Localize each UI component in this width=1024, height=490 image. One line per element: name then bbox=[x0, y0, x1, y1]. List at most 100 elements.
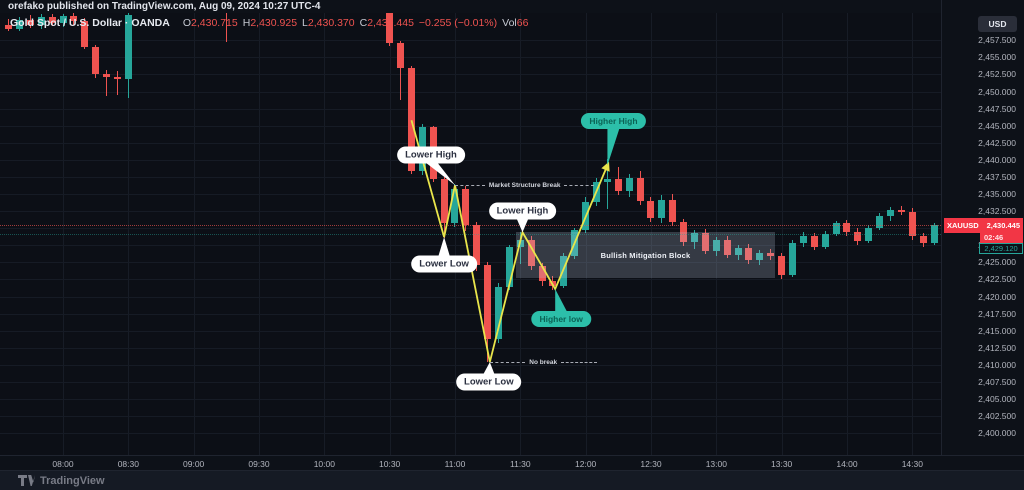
bubble-tail bbox=[438, 237, 451, 258]
time-axis[interactable]: 08:00 08:30 09:00 09:30 10:00 10:30 11:00 11:30… bbox=[0, 455, 1024, 471]
candle-body bbox=[636, 177, 644, 201]
vertical-grid-line bbox=[63, 13, 64, 455]
time-tick: 14:30 bbox=[901, 459, 923, 469]
higher-low-bubble[interactable]: Higher low bbox=[531, 310, 591, 327]
price-tick: 2,450.000 bbox=[978, 86, 1016, 97]
vertical-grid-line bbox=[128, 13, 130, 455]
lower-high-bubble[interactable]: Lower High bbox=[488, 202, 557, 220]
candle-body bbox=[614, 179, 622, 192]
horizontal-grid-line bbox=[0, 398, 941, 400]
price-tick: 2,422.500 bbox=[978, 274, 1016, 285]
low-label: L bbox=[302, 17, 308, 29]
price-tick: 2,407.500 bbox=[978, 376, 1016, 387]
price-tick: 2,435.000 bbox=[978, 189, 1016, 200]
alert-price-line bbox=[0, 234, 941, 236]
low-value: 2,430.370 bbox=[307, 17, 355, 29]
price-tick: 2,402.500 bbox=[978, 411, 1016, 422]
time-tick: 12:30 bbox=[640, 459, 662, 469]
candle-wick bbox=[400, 41, 402, 100]
price-tick: 2,457.500 bbox=[978, 35, 1016, 46]
tradingview-logo[interactable]: TradingView bbox=[18, 474, 105, 487]
current-price-badge: XAUUSD 2,430.445 bbox=[944, 217, 1023, 233]
candle-body bbox=[897, 210, 905, 212]
price-tick: 2,440.000 bbox=[978, 154, 1016, 165]
price-tick: 2,455.000 bbox=[978, 52, 1016, 63]
time-tick: 08:00 bbox=[52, 459, 74, 469]
symbol-title[interactable]: Gold Spot / U.S. Dollar · OANDA bbox=[10, 17, 170, 29]
close-label: C bbox=[359, 17, 368, 29]
time-tick: 11:30 bbox=[510, 459, 531, 469]
candle-body bbox=[70, 16, 78, 22]
price-axis[interactable]: USD 2,457.500 2,455.000 2,452.500 2,450.000… bbox=[941, 0, 1024, 455]
horizontal-grid-line bbox=[0, 416, 941, 418]
lower-low-bubble[interactable]: Lower Low bbox=[411, 255, 477, 273]
candle-body bbox=[789, 243, 797, 275]
higher-high-bubble[interactable]: Higher High bbox=[581, 113, 646, 130]
vertical-grid-line bbox=[716, 13, 718, 455]
horizontal-grid-line bbox=[0, 211, 941, 213]
horizontal-grid-line bbox=[0, 176, 941, 178]
candle-body bbox=[734, 248, 742, 255]
candle-body bbox=[505, 247, 513, 287]
candle-wick bbox=[106, 69, 108, 97]
candle-body bbox=[745, 248, 753, 260]
no-break-line[interactable]: No break bbox=[489, 358, 597, 367]
dash-segment bbox=[454, 184, 485, 186]
vertical-grid-line bbox=[193, 13, 195, 455]
time-tick: 13:00 bbox=[705, 459, 727, 469]
bottom-toolbar: TradingView bbox=[0, 470, 1024, 490]
candle-body bbox=[124, 15, 132, 80]
candle-body bbox=[625, 177, 633, 192]
lower-low-bubble[interactable]: Lower Low bbox=[456, 373, 522, 391]
bar-close-countdown: 02:46 bbox=[980, 232, 1023, 243]
lower-high-bubble[interactable]: Lower High bbox=[397, 146, 465, 164]
candle-body bbox=[440, 179, 448, 223]
volume-value: 66 bbox=[516, 17, 529, 29]
candle-body bbox=[92, 47, 100, 75]
arrow-head bbox=[601, 161, 610, 172]
candle-body bbox=[462, 188, 470, 226]
price-tick: 2,442.500 bbox=[978, 137, 1016, 148]
horizontal-grid-line bbox=[0, 433, 941, 435]
volume-label: Vol bbox=[502, 17, 517, 29]
candle-body bbox=[832, 223, 840, 234]
currency-usd-button[interactable]: USD bbox=[978, 16, 1017, 32]
price-tick: 2,415.000 bbox=[978, 325, 1016, 336]
candle-body bbox=[919, 236, 927, 244]
candle-body bbox=[712, 240, 720, 251]
horizontal-grid-line bbox=[0, 330, 941, 332]
candle-body bbox=[5, 24, 13, 29]
tradingview-logo-text: TradingView bbox=[40, 474, 105, 487]
candle-body bbox=[821, 233, 829, 247]
bullish-mitigation-block-zone[interactable]: Bullish Mitigation Block bbox=[515, 232, 776, 279]
time-tick: 14:00 bbox=[836, 459, 858, 469]
zone-label: Bullish Mitigation Block bbox=[600, 250, 691, 260]
tradingview-logo-icon bbox=[18, 474, 35, 486]
horizontal-grid-line bbox=[0, 74, 941, 76]
price-tick: 2,420.000 bbox=[978, 291, 1016, 302]
candle-body bbox=[810, 235, 818, 247]
candle-body bbox=[397, 43, 405, 69]
candle-body bbox=[669, 199, 677, 223]
price-tick: 2,400.000 bbox=[978, 428, 1016, 439]
horizontal-grid-line bbox=[0, 142, 941, 144]
candle-body bbox=[26, 19, 34, 26]
candle-body bbox=[799, 235, 807, 244]
candle-body bbox=[680, 222, 688, 242]
horizontal-grid-line bbox=[0, 228, 941, 230]
candle-body bbox=[658, 199, 666, 218]
candle-body bbox=[701, 232, 709, 251]
vertical-grid-line bbox=[389, 13, 391, 455]
candle-body bbox=[407, 68, 415, 172]
market-structure-break-line[interactable]: Market Structure Break bbox=[454, 181, 595, 190]
price-tick: 2,437.500 bbox=[978, 171, 1016, 182]
horizontal-grid-line bbox=[0, 194, 941, 196]
horizontal-grid-line bbox=[0, 296, 941, 298]
candle-body bbox=[843, 223, 851, 233]
chart-plot-area[interactable]: Bullish Mitigation Block Market Structur… bbox=[0, 13, 941, 455]
dash-label: Market Structure Break bbox=[488, 181, 561, 189]
time-tick: 09:00 bbox=[183, 459, 205, 469]
dash-segment bbox=[564, 184, 595, 186]
candle-body bbox=[113, 76, 121, 80]
